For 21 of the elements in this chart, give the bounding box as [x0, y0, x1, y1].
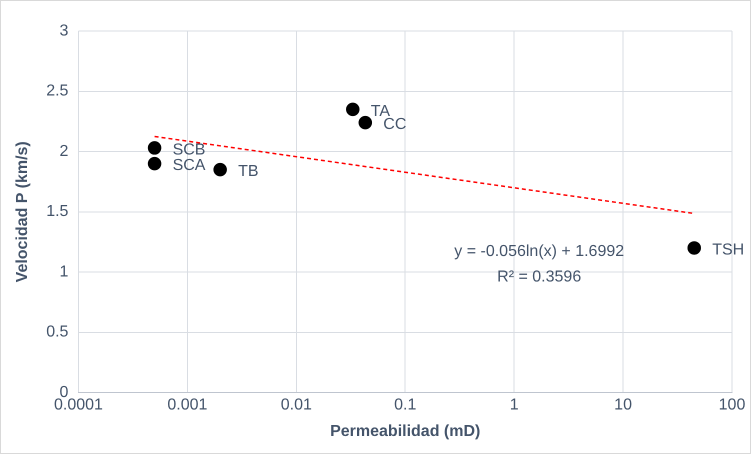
- y-axis-title: Velocidad P (km/s): [14, 141, 32, 282]
- x-tick-label: 100: [718, 396, 746, 414]
- annotation: TSH: [712, 241, 744, 258]
- annotation: y = -0.056ln(x) + 1.6992: [454, 242, 624, 260]
- x-tick-label: 10: [614, 396, 632, 414]
- annotation: R² = 0.3596: [497, 268, 582, 286]
- x-tick-label: 1: [510, 396, 519, 414]
- annotation: SCA: [172, 156, 206, 174]
- y-tick-label: 1: [60, 263, 69, 280]
- x-tick-label: 0.001: [167, 396, 208, 414]
- y-tick-label: 2: [60, 142, 69, 160]
- y-tick-label: 0.5: [46, 324, 69, 341]
- y-tick-label: 1.5: [46, 203, 69, 220]
- y-tick-label: 2.5: [46, 82, 69, 100]
- x-tick-label: 0.01: [280, 396, 312, 414]
- annotation: SCB: [172, 141, 206, 158]
- x-tick-label: 0.1: [394, 396, 416, 414]
- y-tick-label: 3: [60, 22, 69, 40]
- annotation: CC: [383, 116, 406, 134]
- annotation: TB: [238, 163, 259, 180]
- x-axis-title: Permeabilidad (mD): [330, 422, 480, 440]
